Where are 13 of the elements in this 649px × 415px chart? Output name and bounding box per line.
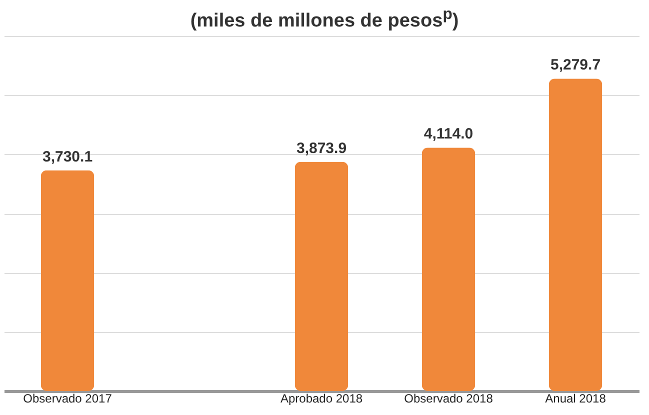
bar xyxy=(40,170,94,391)
x-tick-label: Observado 2017 xyxy=(23,392,112,406)
bar xyxy=(422,148,476,391)
x-tick-label: Aprobado 2018 xyxy=(280,392,363,406)
bar xyxy=(294,162,348,391)
data-label: 3,730.1 xyxy=(42,148,93,166)
x-tick-label: Anual 2018 xyxy=(545,392,606,406)
bar xyxy=(548,78,602,391)
data-label: 5,279.7 xyxy=(550,56,601,74)
data-label: 3,873.9 xyxy=(296,140,347,157)
x-tick-label: Observado 2018 xyxy=(404,392,494,406)
data-label: 4,114.0 xyxy=(424,126,474,143)
chart-title: (miles de millones de pesos$^{p}$) xyxy=(189,5,460,32)
